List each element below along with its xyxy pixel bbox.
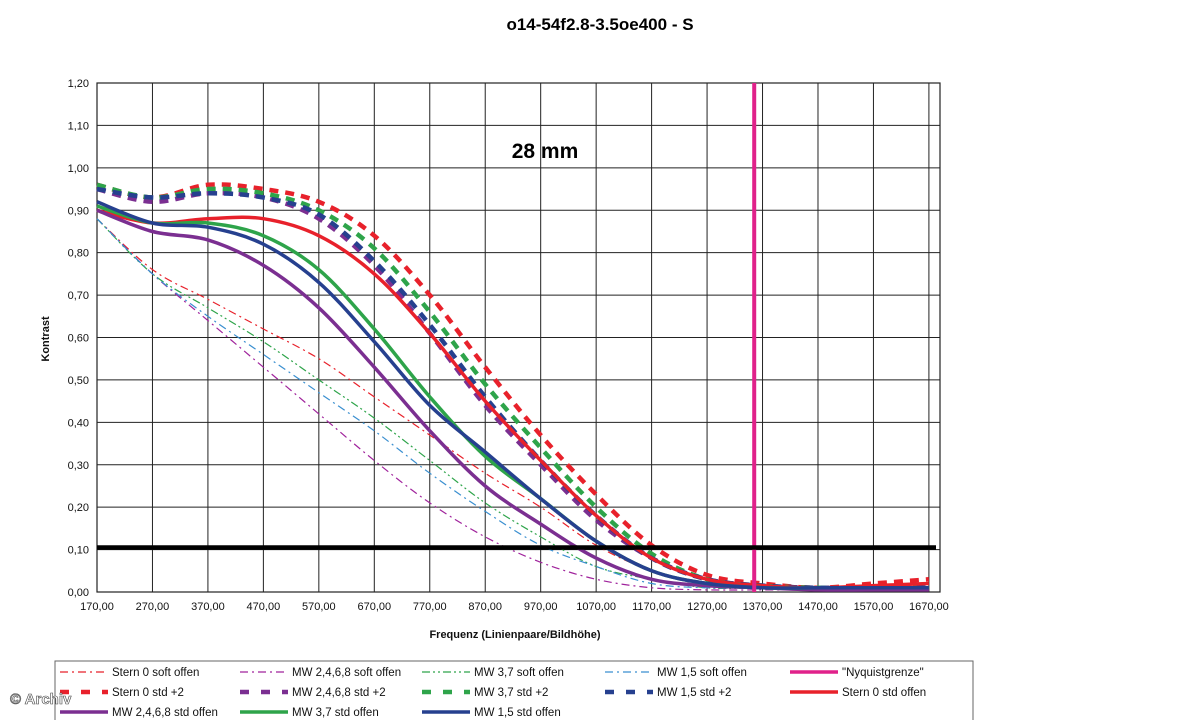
legend-label: MW 2,4,6,8 std +2 [292,687,386,699]
x-tick-label: 670,00 [357,601,391,613]
legend-label: MW 2,4,6,8 std offen [112,707,218,719]
legend-label: MW 1,5 std offen [474,707,561,719]
x-tick-label: 870,00 [468,601,502,613]
x-tick-label: 1370,00 [743,601,783,613]
series-line-mw-1-5-soft-offen [96,218,929,589]
reference-lines [97,83,936,592]
series-line-mw-1-5-std-2 [96,186,929,591]
y-tick-label: 0,90 [68,205,89,217]
x-tick-label: 1270,00 [687,601,727,613]
y-tick-label: 0,50 [68,375,89,387]
series-line-mw-3-7-std-2 [96,182,929,591]
y-tick-label: 0,00 [68,587,89,599]
series-group [96,182,930,592]
x-tick-label: 970,00 [524,601,558,613]
x-tick-label: 1570,00 [854,601,894,613]
annotation-focal-length: 28 mm [512,140,579,163]
y-axis-label: Kontrast [40,316,52,362]
series-line-stern-0-std-2 [96,182,930,591]
series-line-mw-2-4-6-8-std-2 [96,186,929,591]
x-tick-label: 1470,00 [798,601,838,613]
y-tick-label: 0,10 [68,545,89,557]
legend-label: "Nyquistgrenze" [842,667,924,679]
x-tick-label: 1170,00 [632,601,671,613]
legend-label: Stern 0 std offen [842,687,926,699]
y-tick-label: 0,40 [68,417,89,429]
x-tick-label: 370,00 [191,601,225,613]
legend-label: MW 3,7 std +2 [474,687,548,699]
series-line-mw-3-7-std-offen [96,204,929,590]
legend-label: MW 3,7 soft offen [474,667,564,679]
x-tick-label: 570,00 [302,601,336,613]
series-line-mw-3-7-soft-offen [96,218,929,590]
series-line-mw-1-5-std-offen [96,200,929,590]
y-tick-label: 1,20 [68,78,89,90]
legend-label: Stern 0 std +2 [112,687,184,699]
x-tick-label: 1670,00 [909,601,949,613]
y-tick-labels: 0,00 0,10 0,20 0,30 0,40 0,50 0,60 0,70 0,80 0,90… [68,78,89,599]
x-tick-label: 270,00 [136,601,170,613]
legend: Stern 0 soft offen MW 2,4,6,8 soft offen M… [54,660,974,720]
legend-label: Stern 0 soft offen [112,667,199,679]
y-tick-label: 1,10 [68,120,89,132]
legend-label: MW 1,5 std +2 [657,687,731,699]
series-line-stern-0-std-offen [96,208,929,590]
series-line-mw-2-4-6-8-std-offen [96,208,929,592]
y-tick-label: 0,30 [68,460,89,472]
series-line-stern-0-soft-offen [96,218,929,589]
y-tick-label: 0,60 [68,333,89,345]
watermark: © Archiv [10,691,72,708]
x-axis-label: Frequenz (Linienpaare/Bildhöhe) [429,629,600,641]
x-tick-labels: 170,00 270,00 370,00 470,00 570,00 670,00 770,… [80,601,949,613]
x-tick-label: 1070,00 [576,601,616,613]
chart-title: o14-54f2.8-3.5oe400 - S [506,15,693,34]
x-tick-label: 470,00 [247,601,281,613]
legend-label: MW 3,7 std offen [292,707,379,719]
x-tick-label: 770,00 [413,601,447,613]
y-tick-label: 0,80 [68,248,89,260]
legend-label: MW 1,5 soft offen [657,667,747,679]
y-tick-label: 0,20 [68,502,89,514]
series-line-mw-2-4-6-8-soft-offen [96,218,929,591]
x-tick-label: 170,00 [80,601,114,613]
y-tick-label: 1,00 [68,163,89,175]
y-tick-label: 0,70 [68,290,89,302]
legend-label: MW 2,4,6,8 soft offen [292,667,401,679]
